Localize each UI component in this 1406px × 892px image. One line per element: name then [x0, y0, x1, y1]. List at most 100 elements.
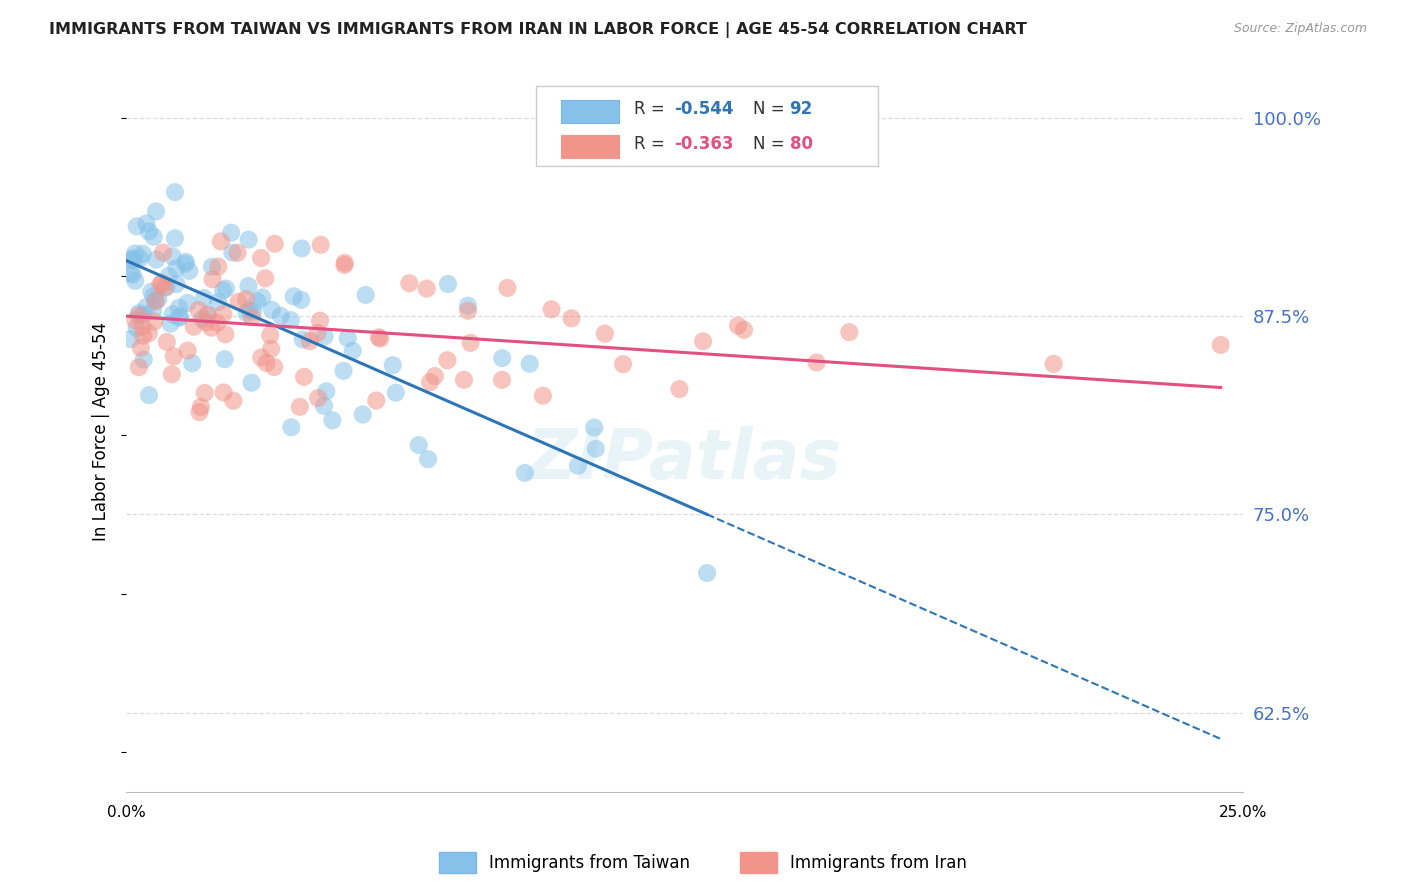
Point — [214, 352, 236, 367]
Point — [367, 330, 389, 344]
Point — [131, 319, 153, 334]
Point — [128, 306, 150, 320]
Point — [260, 302, 283, 317]
Text: 80: 80 — [790, 135, 813, 153]
Point — [135, 300, 157, 314]
Point — [152, 245, 174, 260]
Point — [436, 353, 458, 368]
Point — [207, 294, 229, 309]
Point — [332, 364, 354, 378]
Point — [519, 357, 541, 371]
Text: 0.0%: 0.0% — [107, 805, 146, 820]
Y-axis label: In Labor Force | Age 45-54: In Labor Force | Age 45-54 — [93, 322, 110, 541]
Point — [491, 373, 513, 387]
Point — [668, 382, 690, 396]
Point — [408, 438, 430, 452]
Point — [125, 219, 148, 234]
Point — [132, 246, 155, 260]
Text: N =: N = — [752, 135, 790, 153]
Point — [174, 254, 197, 268]
Point — [423, 369, 446, 384]
Point — [567, 458, 589, 473]
Point — [124, 252, 146, 267]
Point — [415, 282, 437, 296]
Point — [457, 299, 479, 313]
Point — [696, 566, 718, 580]
Point — [252, 291, 274, 305]
Text: -0.363: -0.363 — [675, 135, 734, 153]
Point — [145, 293, 167, 308]
Point — [496, 281, 519, 295]
Point — [145, 294, 167, 309]
Point — [692, 334, 714, 349]
Point — [254, 271, 277, 285]
Point — [381, 358, 404, 372]
Point — [263, 236, 285, 251]
Point — [207, 316, 229, 330]
Point — [238, 303, 260, 318]
Point — [290, 293, 312, 307]
Point — [162, 307, 184, 321]
Point — [314, 329, 336, 343]
Point — [201, 272, 224, 286]
Point — [124, 274, 146, 288]
Point — [125, 321, 148, 335]
Legend: Immigrants from Taiwan, Immigrants from Iran: Immigrants from Taiwan, Immigrants from … — [433, 846, 973, 880]
Point — [312, 399, 335, 413]
Point — [167, 310, 190, 325]
Point — [333, 258, 356, 272]
Point — [733, 323, 755, 337]
Point — [162, 249, 184, 263]
Point — [437, 277, 460, 291]
Point — [201, 260, 224, 274]
Point — [149, 277, 172, 292]
Text: N =: N = — [752, 100, 790, 119]
Point — [191, 312, 214, 326]
Point — [1042, 357, 1064, 371]
FancyBboxPatch shape — [561, 135, 619, 158]
Point — [336, 331, 359, 345]
Point — [165, 261, 187, 276]
Point — [540, 302, 562, 317]
Point — [242, 304, 264, 318]
Point — [307, 326, 329, 340]
Point — [307, 391, 329, 405]
Point — [138, 326, 160, 340]
Point — [309, 237, 332, 252]
Point — [593, 326, 616, 341]
Point — [354, 288, 377, 302]
Point — [280, 420, 302, 434]
Point — [160, 367, 183, 381]
Point — [195, 316, 218, 330]
Point — [121, 252, 143, 266]
Point — [246, 294, 269, 309]
Point — [159, 317, 181, 331]
Point — [124, 246, 146, 260]
Point — [288, 400, 311, 414]
Point — [120, 332, 142, 346]
Point — [156, 334, 179, 349]
Point — [727, 318, 749, 333]
Point — [188, 405, 211, 419]
Point — [256, 356, 278, 370]
Point — [121, 268, 143, 282]
Point — [460, 335, 482, 350]
Point — [190, 400, 212, 414]
Point — [238, 233, 260, 247]
Point — [176, 296, 198, 310]
Point — [181, 356, 204, 370]
Point — [240, 310, 263, 324]
Text: IMMIGRANTS FROM TAIWAN VS IMMIGRANTS FROM IRAN IN LABOR FORCE | AGE 45-54 CORREL: IMMIGRANTS FROM TAIWAN VS IMMIGRANTS FRO… — [49, 22, 1028, 38]
Point — [174, 257, 197, 271]
Point — [298, 334, 321, 348]
Point — [163, 185, 186, 199]
Point — [169, 310, 191, 324]
Point — [416, 452, 439, 467]
Point — [228, 294, 250, 309]
Point — [270, 309, 292, 323]
Point — [157, 268, 180, 283]
Point — [128, 360, 150, 375]
Point — [560, 311, 582, 326]
Text: 92: 92 — [790, 100, 813, 119]
Point — [194, 385, 217, 400]
